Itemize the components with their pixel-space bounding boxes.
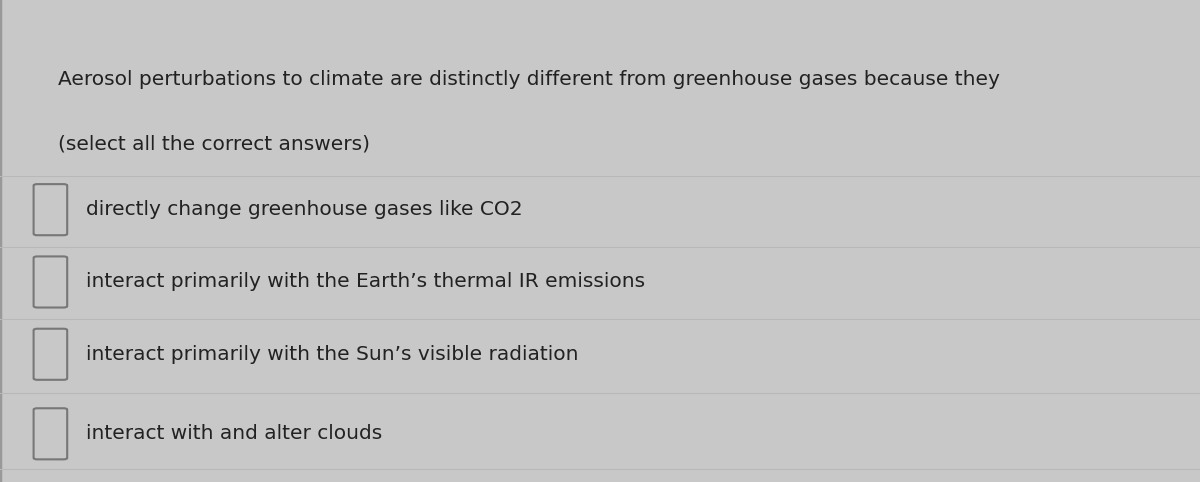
- Text: interact primarily with the Sun’s visible radiation: interact primarily with the Sun’s visibl…: [86, 345, 578, 364]
- Text: interact primarily with the Earth’s thermal IR emissions: interact primarily with the Earth’s ther…: [86, 272, 646, 292]
- Text: directly change greenhouse gases like CO2: directly change greenhouse gases like CO…: [86, 200, 523, 219]
- Text: interact with and alter clouds: interact with and alter clouds: [86, 424, 383, 443]
- Text: Aerosol perturbations to climate are distinctly different from greenhouse gases : Aerosol perturbations to climate are dis…: [58, 70, 1000, 89]
- Text: (select all the correct answers): (select all the correct answers): [58, 135, 370, 154]
